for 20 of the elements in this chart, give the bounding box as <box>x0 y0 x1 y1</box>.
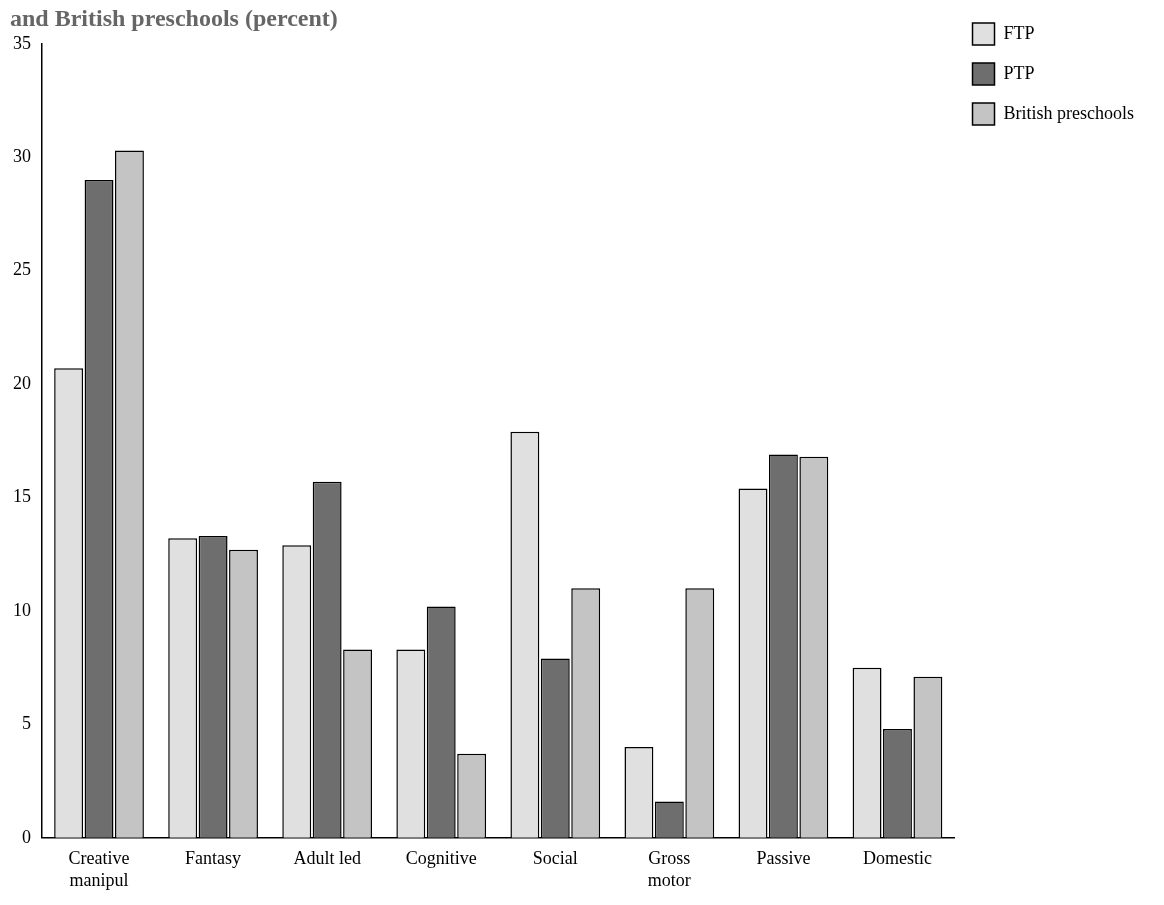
x-tick-label: Gross motor <box>647 848 691 890</box>
x-tick-label: Adult led <box>293 848 361 869</box>
y-tick-label: 20 <box>13 372 31 393</box>
y-tick-label: 25 <box>13 259 31 280</box>
x-tick-label: Passive <box>756 848 811 869</box>
x-tick-label: Social <box>532 848 578 869</box>
legend-label: British preschools <box>1003 102 1135 123</box>
y-tick-label: 30 <box>13 145 31 166</box>
y-tick-label: 5 <box>22 713 31 734</box>
x-tick-label: Creative manipul <box>68 848 130 890</box>
x-tick-label: Domestic <box>862 848 932 869</box>
x-tick-label: Fantasy <box>185 848 242 869</box>
y-tick-label: 35 <box>13 32 31 53</box>
y-tick-label: 15 <box>13 486 31 507</box>
y-tick-label: 0 <box>22 826 31 847</box>
legend-label: PTP <box>1003 62 1035 83</box>
chart-title: and British preschools (percent) <box>10 4 338 31</box>
y-tick-label: 10 <box>13 599 31 620</box>
x-tick-label: Cognitive <box>405 848 477 869</box>
legend-label: FTP <box>1003 22 1035 43</box>
